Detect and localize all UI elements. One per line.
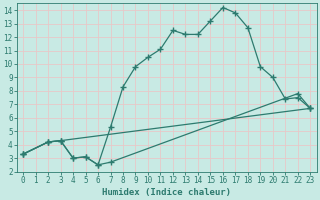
- X-axis label: Humidex (Indice chaleur): Humidex (Indice chaleur): [102, 188, 231, 197]
